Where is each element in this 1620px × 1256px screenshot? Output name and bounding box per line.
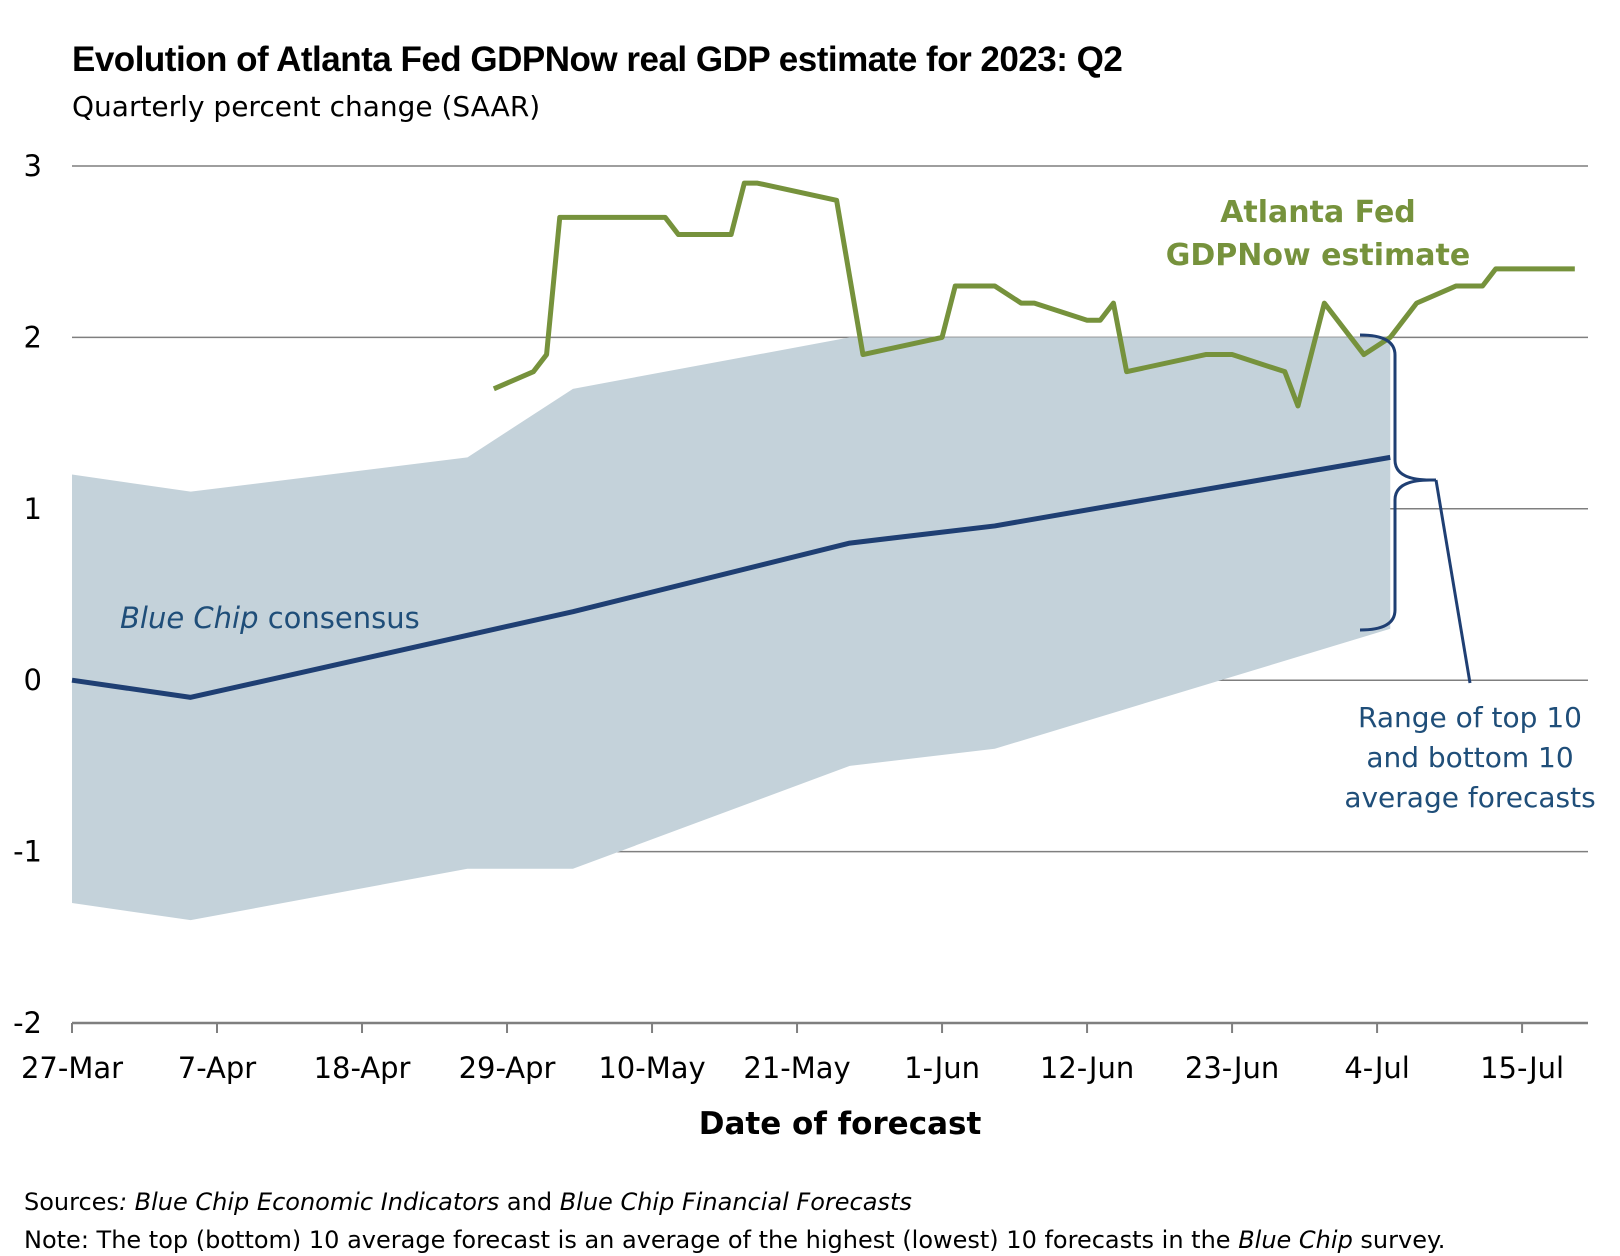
gdpnow-annotation-line2: GDPNow estimate [1166,238,1470,273]
y-tick-label: 1 [24,492,42,526]
gdpnow-line [492,180,1575,409]
consensus-annotation-italic: Blue Chip [120,601,259,635]
gdpnow-annotation-line1: Atlanta Fed [1220,195,1416,230]
x-tick-label: 23-Jun [1185,1051,1279,1085]
chart-subtitle: Quarterly percent change (SAAR) [72,90,541,123]
range-annotation-line3: average forecasts [1344,781,1595,814]
x-tick-label: 12-Jun [1040,1051,1134,1085]
sources-colon: : [118,1188,128,1216]
x-tick-label: 29-Apr [459,1051,556,1085]
note-text-after: survey. [1352,1226,1446,1254]
y-tick-label: 2 [24,320,42,354]
x-tick-label: 18-Apr [314,1051,411,1085]
range-annotation-line2: and bottom 10 [1366,741,1573,774]
note-italic: Blue Chip [1238,1226,1353,1254]
consensus-annotation-rest: consensus [259,601,420,635]
chart: -2 -1 0 1 2 3 27-Mar 7-Apr 18-Apr 29-Apr 10-May 21… [13,149,1596,1142]
note-text-before: The top (bottom) 10 average forecast is … [88,1226,1239,1254]
x-tick-label: 7-Apr [178,1051,257,1085]
sources-label: Sources [24,1188,119,1216]
x-tick-label: 10-May [598,1051,705,1085]
source-1: Blue Chip Economic Indicators [134,1188,500,1216]
note-label: Note: [24,1226,89,1254]
sources-and: and [499,1188,560,1216]
x-tick-label: 21-May [743,1051,850,1085]
y-tick-label: 3 [24,149,42,183]
x-tick-label: 27-Mar [21,1051,123,1085]
forecast-range-band [72,337,1391,921]
x-axis: 27-Mar 7-Apr 18-Apr 29-Apr 10-May 21-May 1-Jun… [21,1023,1564,1085]
consensus-line [71,454,1391,700]
range-leader-line [1434,479,1472,684]
range-annotation-line1: Range of top 10 [1358,701,1582,734]
x-tick-label: 4-Jul [1344,1051,1410,1085]
sources-footnote: Sources: Blue Chip Economic Indicators a… [24,1188,912,1216]
range-brace [1359,333,1436,632]
x-tick-label: 15-Jul [1480,1051,1564,1085]
x-tick-label: 1-Jun [904,1051,980,1085]
y-tick-label: -1 [13,835,42,869]
note-footnote: Note: The top (bottom) 10 average foreca… [24,1226,1445,1254]
y-axis: -2 -1 0 1 2 3 [13,149,42,1040]
y-tick-label: 0 [24,663,42,697]
consensus-annotation: Blue Chip consensus [120,601,420,635]
chart-title: Evolution of Atlanta Fed GDPNow real GDP… [72,40,1123,79]
x-axis-label: Date of forecast [699,1106,982,1142]
y-tick-label: -2 [13,1006,42,1040]
source-2: Blue Chip Financial Forecasts [559,1188,912,1216]
